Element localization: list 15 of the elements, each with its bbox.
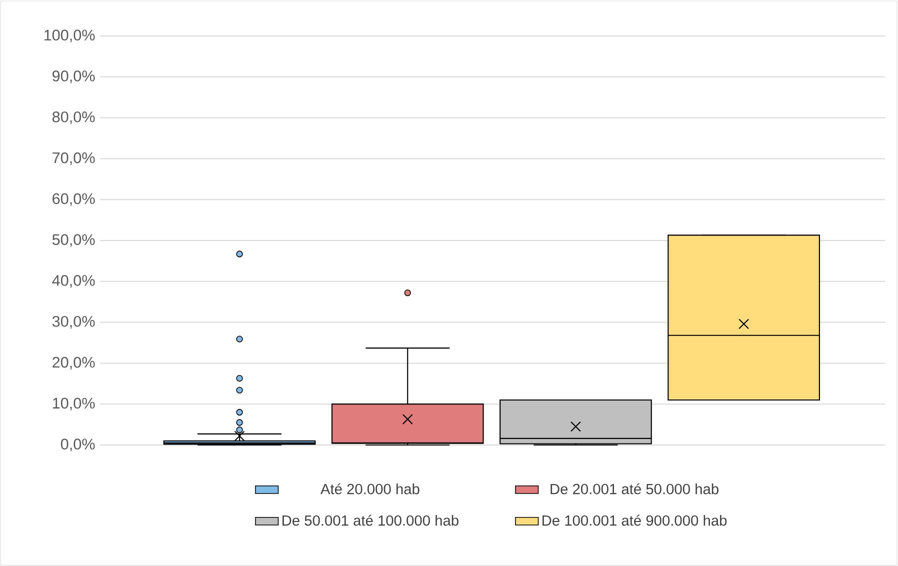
y-tick-label: 0,0%	[60, 438, 95, 452]
y-tick-label: 50,0%	[52, 234, 95, 247]
y-tick-label: 60,0%	[52, 193, 95, 206]
y-tick-label: 30,0%	[52, 316, 95, 329]
y-tick-label: 80,0%	[52, 111, 95, 124]
y-tick-label: 10,0%	[52, 398, 95, 410]
y-tick-label: 40,0%	[52, 275, 95, 288]
legend-label: De 20.001 até 50.000 hab	[550, 483, 718, 494]
y-tick-label: 90,0%	[52, 70, 95, 84]
legend-label: De 50.001 até 100.000 hab	[282, 514, 458, 526]
y-tick-label: 20,0%	[52, 356, 95, 370]
legend-label: De 100.001 até 900.000 hab	[542, 514, 727, 526]
y-tick-label: 100,0%	[44, 30, 95, 42]
y-tick-label: 70,0%	[52, 152, 95, 166]
text: Até 20.000 hab	[320, 483, 420, 494]
